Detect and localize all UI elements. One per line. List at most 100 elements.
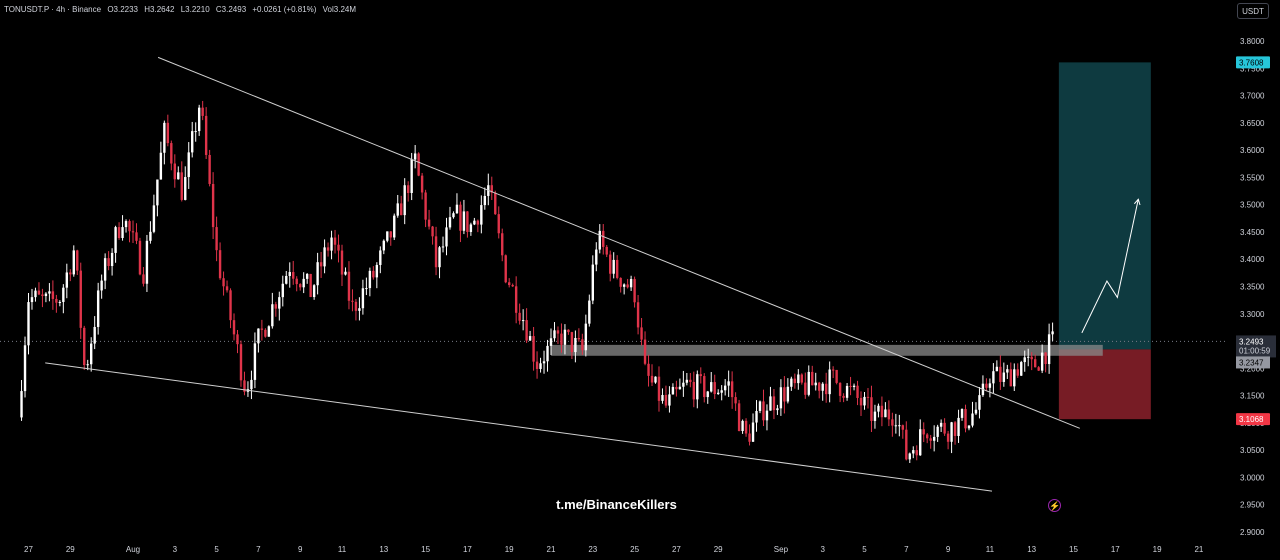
loss-zone[interactable] <box>1058 349 1151 420</box>
candle-body[interactable] <box>410 159 413 193</box>
candle-body[interactable] <box>758 401 762 411</box>
candle-body[interactable] <box>469 224 473 232</box>
support-zone[interactable] <box>551 344 1103 356</box>
candle-body[interactable] <box>445 227 448 247</box>
candle-body[interactable] <box>514 286 518 313</box>
candle-body[interactable] <box>51 291 55 299</box>
candle-body[interactable] <box>769 396 772 411</box>
candle-body[interactable] <box>264 329 267 337</box>
candle-body[interactable] <box>664 394 668 406</box>
candle-body[interactable] <box>462 211 466 231</box>
candle-body[interactable] <box>34 290 37 298</box>
candle-body[interactable] <box>149 231 152 241</box>
candle-body[interactable] <box>779 387 783 409</box>
candle-body[interactable] <box>1013 369 1016 387</box>
candle-body[interactable] <box>605 246 608 255</box>
candle-body[interactable] <box>643 339 647 364</box>
candle-body[interactable] <box>215 227 218 251</box>
candle-body[interactable] <box>184 177 187 200</box>
candle-body[interactable] <box>790 378 793 387</box>
candle-body[interactable] <box>675 386 678 390</box>
candle-body[interactable] <box>90 343 93 365</box>
candle-body[interactable] <box>420 175 424 193</box>
candle-body[interactable] <box>455 204 459 214</box>
candle-body[interactable] <box>581 339 584 351</box>
candle-body[interactable] <box>640 327 643 340</box>
candle-body[interactable] <box>156 179 159 206</box>
candle-body[interactable] <box>431 226 434 237</box>
candle-body[interactable] <box>393 215 396 238</box>
candle-body[interactable] <box>204 115 208 155</box>
candle-body[interactable] <box>831 369 835 371</box>
candle-body[interactable] <box>518 312 521 321</box>
candle-body[interactable] <box>915 450 918 456</box>
candle-body[interactable] <box>389 231 392 238</box>
candle-body[interactable] <box>804 382 807 395</box>
candle-body[interactable] <box>232 320 236 335</box>
candle-body[interactable] <box>476 220 480 225</box>
candle-body[interactable] <box>48 291 51 294</box>
candle-body[interactable] <box>689 379 692 382</box>
candle-body[interactable] <box>797 374 800 384</box>
candle-body[interactable] <box>629 279 633 288</box>
candle-body[interactable] <box>762 401 765 421</box>
candle-body[interactable] <box>72 250 75 275</box>
lower-wedge-line[interactable] <box>45 362 993 492</box>
candle-body[interactable] <box>971 413 974 426</box>
candle-body[interactable] <box>912 450 915 454</box>
candle-body[interactable] <box>382 240 385 251</box>
candle-body[interactable] <box>441 246 445 248</box>
candle-body[interactable] <box>121 227 124 239</box>
candle-body[interactable] <box>765 410 769 421</box>
candle-body[interactable] <box>563 329 567 345</box>
candle-body[interactable] <box>124 221 128 228</box>
candle-body[interactable] <box>152 205 156 232</box>
candle-body[interactable] <box>633 279 636 303</box>
candle-body[interactable] <box>319 262 323 267</box>
candle-body[interactable] <box>734 397 737 404</box>
candle-body[interactable] <box>250 379 253 390</box>
candle-body[interactable] <box>466 211 469 232</box>
candle-body[interactable] <box>741 420 744 431</box>
candle-body[interactable] <box>1033 359 1037 368</box>
candle-body[interactable] <box>197 107 201 132</box>
candle-body[interactable] <box>508 282 511 286</box>
candle-body[interactable] <box>96 290 100 327</box>
candle-body[interactable] <box>814 382 817 386</box>
candle-body[interactable] <box>936 426 939 437</box>
candle-body[interactable] <box>528 336 532 341</box>
candle-body[interactable] <box>567 329 570 333</box>
candle-body[interactable] <box>932 436 936 441</box>
candle-body[interactable] <box>309 273 312 298</box>
candle-body[interactable] <box>985 383 988 388</box>
candle-body[interactable] <box>549 338 553 346</box>
candle-body[interactable] <box>999 366 1002 382</box>
candle-body[interactable] <box>706 391 709 398</box>
candle-body[interactable] <box>845 385 849 398</box>
candle-body[interactable] <box>602 230 605 247</box>
candle-body[interactable] <box>772 396 776 411</box>
candle-body[interactable] <box>703 376 706 398</box>
candle-body[interactable] <box>842 395 845 398</box>
candle-body[interactable] <box>191 131 194 153</box>
candle-body[interactable] <box>783 387 786 402</box>
candle-body[interactable] <box>863 396 866 406</box>
candle-body[interactable] <box>194 131 197 133</box>
candle-body[interactable] <box>142 274 145 284</box>
candle-body[interactable] <box>1002 372 1006 382</box>
candle-body[interactable] <box>877 405 880 412</box>
candle-body[interactable] <box>483 195 487 206</box>
candle-body[interactable] <box>452 213 455 218</box>
candle-body[interactable] <box>44 293 48 297</box>
candle-body[interactable] <box>685 379 689 383</box>
candle-body[interactable] <box>351 300 354 302</box>
projection-path[interactable] <box>1081 199 1139 334</box>
candle-body[interactable] <box>546 345 549 362</box>
candle-body[interactable] <box>396 203 399 216</box>
candle-body[interactable] <box>406 185 410 193</box>
candle-body[interactable] <box>333 237 337 245</box>
candle-body[interactable] <box>337 244 340 251</box>
candle-body[interactable] <box>347 271 351 301</box>
candle-body[interactable] <box>379 250 382 265</box>
